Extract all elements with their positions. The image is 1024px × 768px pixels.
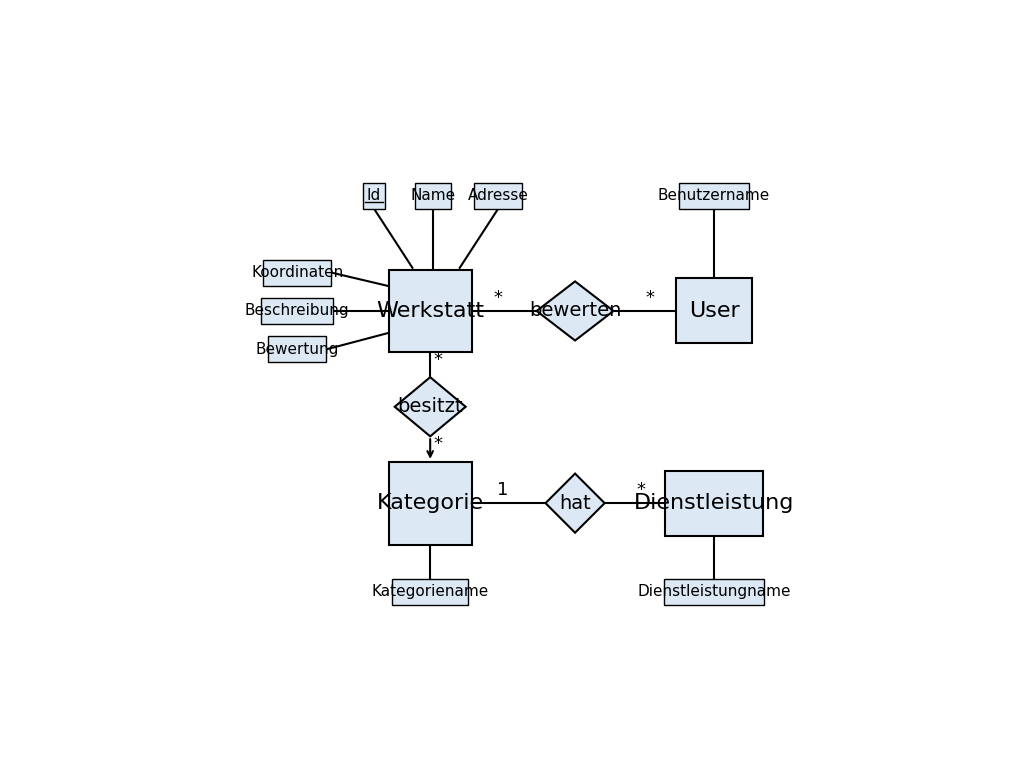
Text: Kategoriename: Kategoriename bbox=[372, 584, 488, 599]
FancyBboxPatch shape bbox=[268, 336, 326, 362]
FancyBboxPatch shape bbox=[666, 471, 763, 536]
FancyBboxPatch shape bbox=[665, 579, 764, 605]
FancyBboxPatch shape bbox=[389, 270, 472, 353]
Text: Kategorie: Kategorie bbox=[377, 493, 483, 513]
Text: *: * bbox=[636, 481, 645, 499]
Polygon shape bbox=[394, 377, 466, 436]
Polygon shape bbox=[537, 281, 613, 340]
Text: Bewertung: Bewertung bbox=[255, 342, 339, 357]
FancyBboxPatch shape bbox=[389, 462, 472, 545]
FancyBboxPatch shape bbox=[362, 183, 385, 209]
Text: Dienstleistung: Dienstleistung bbox=[634, 493, 795, 513]
Text: Benutzername: Benutzername bbox=[657, 188, 770, 204]
Text: Name: Name bbox=[411, 188, 456, 204]
FancyBboxPatch shape bbox=[263, 260, 331, 286]
Text: Koordinaten: Koordinaten bbox=[251, 265, 343, 280]
Text: Adresse: Adresse bbox=[468, 188, 528, 204]
Text: besitzt: besitzt bbox=[397, 397, 463, 416]
Text: *: * bbox=[646, 289, 655, 306]
Text: User: User bbox=[689, 301, 739, 321]
FancyBboxPatch shape bbox=[261, 298, 333, 324]
Polygon shape bbox=[546, 474, 604, 533]
Text: *: * bbox=[494, 289, 503, 306]
FancyBboxPatch shape bbox=[676, 279, 753, 343]
Text: *: * bbox=[433, 351, 442, 369]
Text: bewerten: bewerten bbox=[528, 302, 622, 320]
Text: hat: hat bbox=[559, 494, 591, 513]
FancyBboxPatch shape bbox=[679, 183, 749, 209]
FancyBboxPatch shape bbox=[474, 183, 522, 209]
FancyBboxPatch shape bbox=[392, 579, 468, 605]
Text: 1: 1 bbox=[497, 481, 508, 499]
Text: Werkstatt: Werkstatt bbox=[376, 301, 484, 321]
Text: Beschreibung: Beschreibung bbox=[245, 303, 349, 319]
FancyBboxPatch shape bbox=[415, 183, 452, 209]
Text: *: * bbox=[433, 435, 442, 453]
Text: Id: Id bbox=[367, 188, 381, 204]
Text: Dienstleistungname: Dienstleistungname bbox=[637, 584, 791, 599]
